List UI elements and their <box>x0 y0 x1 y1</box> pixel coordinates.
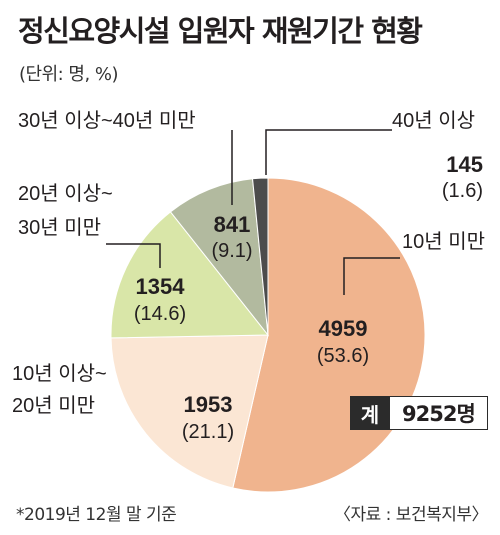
category-label-40-plus: 40년 이상 <box>392 109 475 132</box>
footnote: *2019년 12월 말 기준 <box>16 505 177 525</box>
value-label-10-20: 1953 <box>184 392 233 417</box>
percent-label-40-plus: (1.6) <box>442 180 483 202</box>
category-label-10-under: 10년 미만 <box>402 230 485 253</box>
source-note: 〈자료 : 보건복지부〉 <box>333 505 489 525</box>
leader-line-20-30 <box>106 243 161 268</box>
chart-title: 정신요양시설 입원자 재원기간 현황 <box>18 14 423 48</box>
category-label-10-20-line1: 10년 이상~ <box>12 362 107 385</box>
value-label-30-40: 841 <box>214 212 251 237</box>
percent-label-10-under: (53.6) <box>317 345 369 367</box>
category-label-30-40: 30년 이상~40년 미만 <box>18 109 196 132</box>
leader-line-40-plus <box>265 129 392 175</box>
value-label-10-under: 4959 <box>319 316 368 341</box>
category-label-20-30-line1: 20년 이상~ <box>18 182 113 205</box>
value-label-40-plus: 145 <box>446 152 483 177</box>
category-label-20-30-line2: 30년 미만 <box>18 216 101 239</box>
unit-label: (단위: 명, %) <box>19 64 119 85</box>
leader-line-10-under <box>343 257 400 295</box>
slice-30-40 <box>169 178 269 337</box>
percent-label-10-20: (21.1) <box>182 421 234 443</box>
total-value: 9252명 <box>390 396 488 430</box>
total-box: 계 9252명 <box>350 396 488 430</box>
percent-label-30-40: (9.1) <box>211 240 252 262</box>
category-label-10-20-line2: 20년 미만 <box>12 394 95 417</box>
percent-label-20-30: (14.6) <box>134 303 186 325</box>
value-label-20-30: 1354 <box>136 274 186 299</box>
slice-40-plus <box>252 177 269 336</box>
slice-10-20 <box>110 334 269 489</box>
total-label: 계 <box>350 396 390 430</box>
